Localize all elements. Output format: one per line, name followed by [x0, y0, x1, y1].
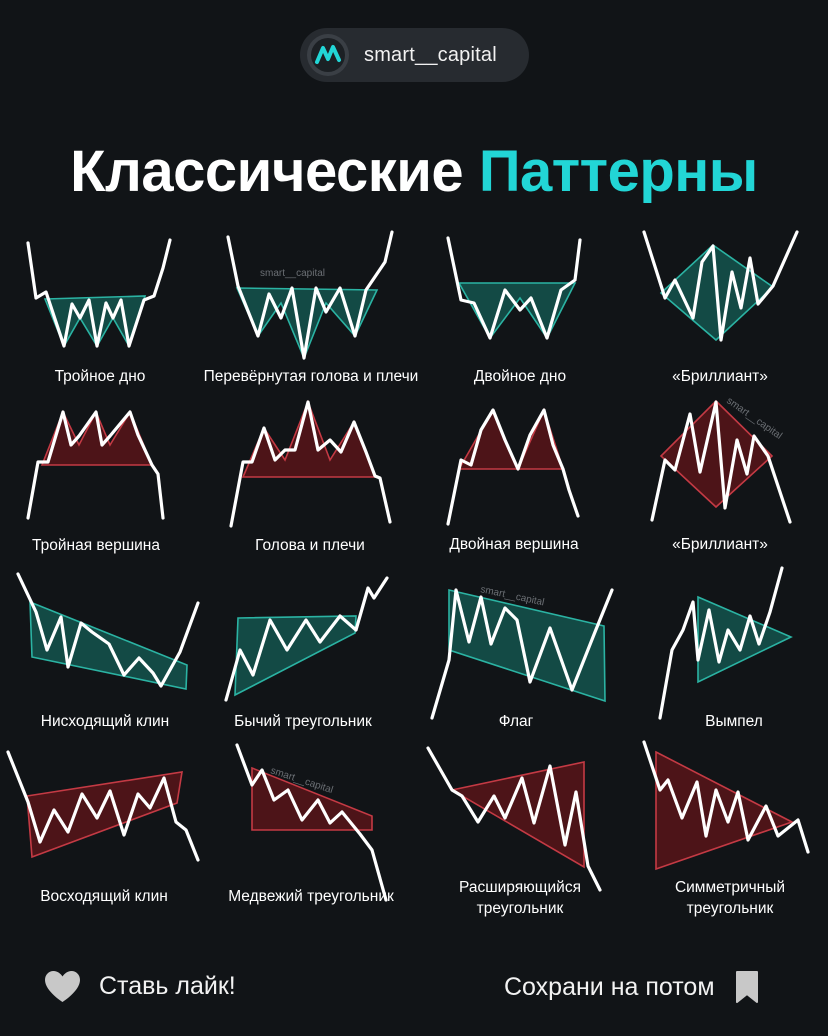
pattern-double-bottom: [446, 236, 582, 340]
account-handle: smart__capital: [364, 43, 497, 66]
label-double-top: Двойная вершина: [449, 536, 579, 553]
pattern-inverse-head-shoulders: [226, 230, 394, 361]
pattern-pennant: [658, 566, 793, 720]
pattern-rising-wedge: [6, 750, 200, 862]
smart-capital-logo-icon: [307, 34, 349, 76]
label-inverse-head-shoulders: Перевёрнутая голова и плечи: [203, 368, 419, 385]
pattern-double-top: [446, 407, 580, 526]
bookmark-icon: [735, 971, 758, 1003]
price-line: [229, 400, 392, 528]
price-line: [226, 230, 394, 360]
pattern-broadening-triangle: [426, 746, 602, 892]
pattern-bullish-triangle: [224, 576, 389, 702]
label-symmetrical-triangle: Симметричный треугольник: [640, 877, 820, 919]
price-line: [650, 400, 792, 524]
pattern-zone: [234, 615, 357, 697]
label-flag: Флаг: [498, 713, 534, 730]
price-line: [235, 743, 388, 902]
label-line-2: треугольник: [686, 900, 774, 917]
price-line: [658, 566, 784, 720]
label-double-bottom: Двойное дно: [473, 368, 567, 385]
price-line: [446, 408, 580, 526]
title-part-1: Классические: [70, 139, 464, 204]
label-falling-wedge: Нисходящий клин: [40, 713, 170, 730]
price-line: [224, 576, 389, 702]
like-text: Ставь лайк!: [99, 972, 236, 1000]
label-diamond-bearish: «Бриллиант»: [672, 536, 768, 553]
pattern-bearish-triangle: [235, 743, 388, 902]
label-head-shoulders: Голова и плечи: [255, 537, 365, 554]
pattern-zone: [235, 287, 379, 361]
pattern-zone: [448, 588, 606, 703]
pattern-zone: [26, 771, 183, 859]
label-line-1: Симметричный: [674, 879, 786, 896]
save-button[interactable]: Сохрани на потом: [504, 970, 759, 1004]
label-bearish-triangle: Медвежий треугольник: [228, 888, 394, 905]
account-badge[interactable]: smart__capital: [300, 28, 529, 82]
price-line: [16, 572, 200, 688]
label-rising-wedge: Восходящий клин: [40, 888, 168, 905]
label-line-2: треугольник: [476, 900, 564, 917]
pattern-triple-top: [26, 410, 165, 520]
label-broadening-triangle: Расширяющийся треугольник: [430, 877, 610, 919]
label-triple-top: Тройная вершина: [32, 537, 160, 554]
pattern-zone: [449, 761, 585, 869]
label-line-1: Расширяющийся: [459, 879, 581, 896]
label-triple-bottom: Тройное дно: [54, 368, 146, 385]
label-pennant: Вымпел: [705, 713, 763, 730]
pattern-triple-bottom: [26, 238, 172, 348]
price-line: [26, 238, 172, 348]
label-diamond-bullish: «Бриллиант»: [672, 368, 768, 385]
title-part-2: Паттерны: [478, 139, 759, 204]
price-line: [642, 740, 810, 854]
pattern-diamond-bullish: [642, 230, 799, 342]
watermark: smart__capital: [260, 268, 325, 279]
price-line: [430, 588, 614, 720]
price-line: [26, 410, 165, 520]
label-bullish-triangle: Бычий треугольник: [234, 713, 372, 730]
price-line: [6, 750, 200, 862]
pattern-symmetrical-triangle: [642, 740, 810, 871]
price-line: [426, 746, 602, 892]
like-button[interactable]: Ставь лайк!: [44, 970, 236, 1003]
pattern-diamond-bearish: [650, 399, 792, 524]
pattern-flag: [430, 588, 614, 720]
heart-icon: [45, 971, 80, 1002]
save-text: Сохрани на потом: [504, 972, 715, 1001]
pattern-falling-wedge: [16, 572, 200, 690]
page-title: Классические Паттерны: [0, 138, 828, 205]
pattern-head-shoulders: [229, 399, 392, 528]
price-line: [446, 236, 582, 340]
price-line: [642, 230, 799, 342]
